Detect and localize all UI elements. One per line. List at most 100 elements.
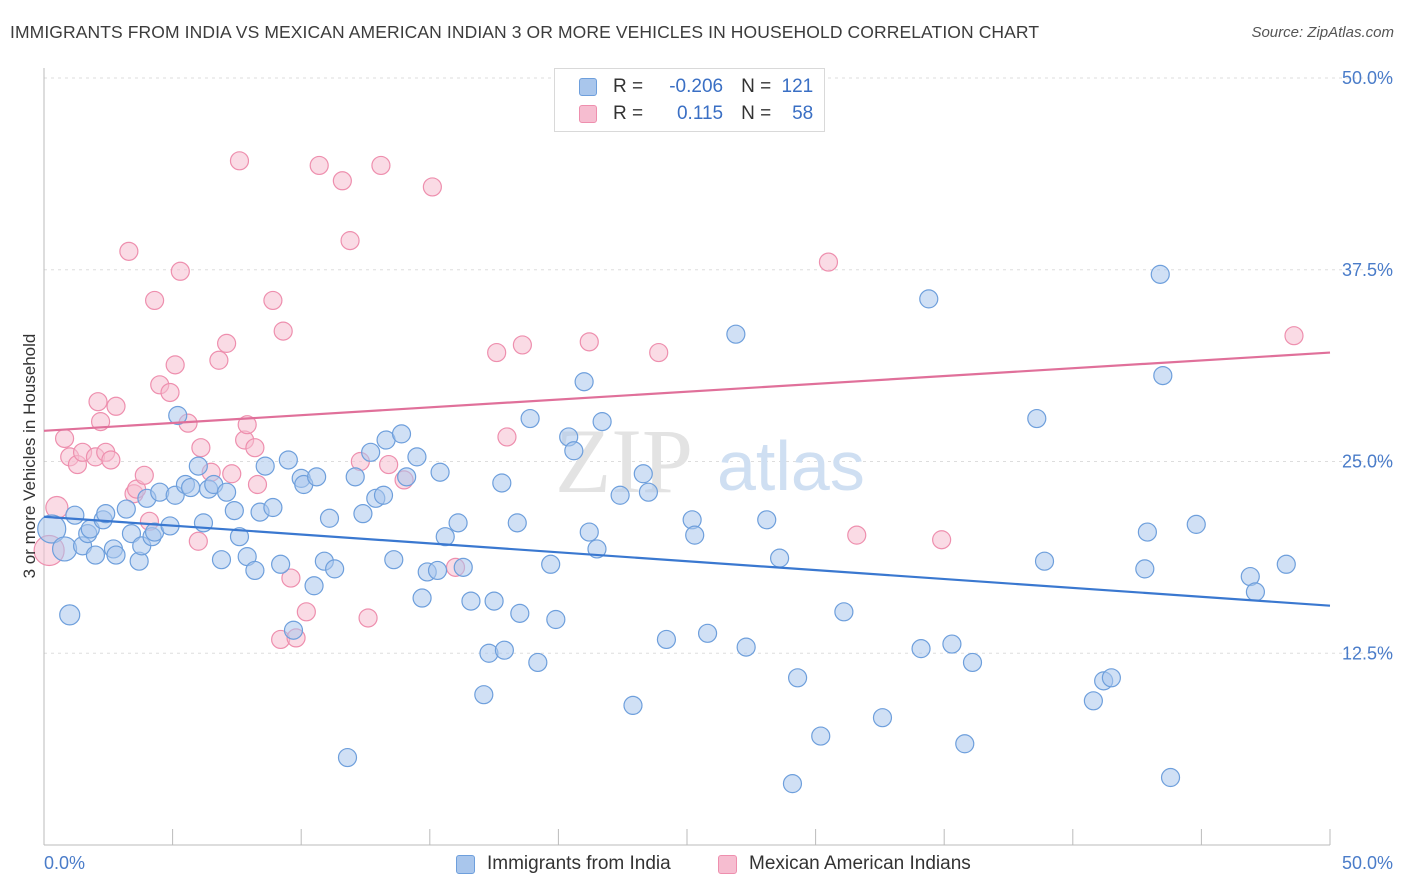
data-point [1276, 554, 1296, 574]
data-point [512, 335, 532, 355]
data-point [188, 531, 208, 551]
data-point [296, 602, 316, 622]
data-point [181, 477, 201, 498]
data-point [1284, 326, 1304, 346]
bottom-legend: Immigrants from India Mexican American I… [0, 853, 1406, 877]
data-point [278, 450, 298, 470]
legend-item-india: Immigrants from India [456, 853, 671, 875]
data-point [492, 473, 512, 493]
data-point [134, 465, 154, 485]
data-point [332, 171, 352, 191]
watermark-atlas: atlas [717, 427, 865, 505]
x-tick-labels: 0.0% 50.0% [44, 853, 1393, 873]
data-point [245, 438, 265, 458]
data-point [448, 513, 468, 533]
x-tick-label: 50.0% [1342, 853, 1393, 873]
data-point [1160, 767, 1181, 788]
data-point [384, 550, 404, 570]
data-point [834, 602, 854, 622]
data-point [787, 668, 808, 688]
data-point [412, 588, 432, 608]
data-point [150, 482, 170, 502]
data-point [474, 685, 494, 705]
data-point [422, 177, 442, 197]
y-tick-label: 37.5% [1342, 260, 1393, 280]
data-point [271, 554, 291, 574]
legend-swatch-india [456, 854, 475, 874]
data-point [592, 412, 612, 432]
data-point [487, 342, 507, 363]
data-point [391, 424, 412, 444]
data-point [319, 508, 340, 528]
data-point [358, 608, 378, 628]
data-point [507, 513, 527, 533]
data-point [1245, 582, 1266, 602]
data-point [353, 504, 373, 524]
data-point [574, 372, 594, 392]
legend-swatch-mexican [718, 854, 737, 874]
data-point [461, 591, 481, 611]
data-point [1034, 551, 1055, 571]
data-point [379, 454, 399, 475]
data-point [116, 499, 136, 519]
data-point [217, 333, 237, 353]
data-point [37, 514, 67, 544]
data-point [818, 252, 839, 272]
legend-item-mexican: Mexican American Indians [718, 853, 971, 875]
stats-legend: R = -0.206 N = 121 R = 0.115 N = 58 [554, 68, 825, 132]
legend-label-mexican: Mexican American Indians [749, 853, 971, 874]
data-point [579, 332, 599, 352]
data-point [453, 557, 473, 577]
legend-label-india: Immigrants from India [487, 853, 671, 874]
data-point [281, 568, 301, 588]
data-point [610, 485, 630, 505]
data-point [51, 536, 78, 562]
data-point [121, 523, 142, 544]
data-point [757, 510, 777, 530]
y-tick-label: 25.0% [1342, 452, 1393, 472]
trend-line-mexican [43, 351, 1331, 432]
data-point [65, 505, 85, 525]
legend-n-value: 121 [781, 76, 814, 97]
data-point [165, 355, 185, 375]
data-point [479, 643, 499, 663]
x-axis-ticks [43, 829, 1331, 845]
data-point [101, 450, 121, 470]
data-point [224, 500, 244, 521]
trend-line-india [43, 515, 1331, 607]
data-point [309, 155, 329, 176]
data-point [564, 441, 584, 461]
data-point [170, 261, 190, 281]
data-point [88, 392, 108, 412]
data-point [345, 467, 365, 487]
data-point [54, 428, 75, 449]
data-point [736, 637, 756, 657]
data-point [361, 442, 381, 462]
data-point [579, 522, 599, 542]
data-point [144, 290, 165, 311]
data-point [1186, 514, 1206, 534]
data-point [497, 427, 517, 447]
data-point [188, 456, 208, 476]
legend-r-label: R = [613, 103, 644, 124]
data-point [304, 576, 324, 596]
data-point [307, 467, 327, 487]
data-point [955, 734, 975, 754]
data-point [373, 485, 394, 505]
data-point [263, 497, 283, 518]
data-point [427, 560, 448, 581]
data-point [245, 560, 265, 581]
legend-n-label: N = [741, 76, 772, 97]
data-point [623, 695, 643, 716]
data-point [484, 591, 504, 611]
series-mexican-american-indians [33, 151, 1304, 650]
data-point [96, 504, 116, 524]
data-point [726, 324, 746, 344]
data-point [1135, 559, 1155, 579]
data-point [769, 548, 790, 568]
data-point [407, 447, 427, 467]
data-point [340, 231, 360, 251]
data-point [217, 482, 237, 502]
legend-n-label: N = [741, 103, 772, 124]
y-tick-label: 50.0% [1342, 68, 1393, 88]
